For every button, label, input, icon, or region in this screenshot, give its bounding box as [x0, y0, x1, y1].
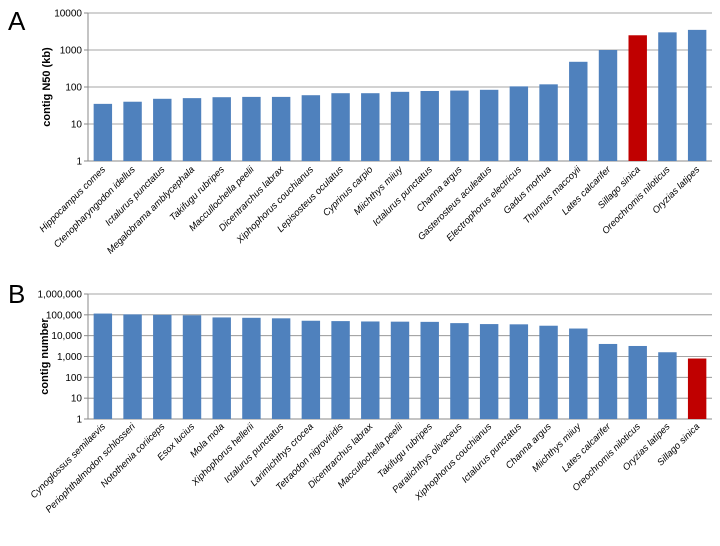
bar [153, 98, 172, 161]
bar [539, 84, 558, 161]
y-tick-label: 1000 [60, 46, 83, 57]
y-tick-label: 1 [76, 415, 82, 426]
bar [123, 314, 142, 419]
bar [687, 29, 707, 162]
bar [450, 323, 469, 419]
bar [361, 93, 380, 161]
bar [420, 321, 439, 419]
bar [93, 313, 113, 419]
y-tick-label: 1 [76, 157, 82, 168]
bar [301, 320, 321, 419]
bar [301, 95, 321, 161]
bar [390, 91, 410, 161]
panel-letter: B [8, 279, 25, 309]
y-tick-label: 10,000 [51, 331, 82, 342]
bar [509, 324, 529, 419]
bar [93, 103, 113, 161]
y-tick-label: 100,000 [46, 310, 83, 321]
bar [687, 358, 707, 419]
bar [182, 315, 202, 419]
y-axis-label: contig number [39, 318, 51, 395]
panel-b: B 1 10 100 1,000 10,000 100,000 1,000,000 contig… [8, 279, 712, 515]
y-tick-label: 10 [71, 120, 83, 131]
bar [182, 98, 202, 161]
y-axis-label: contig N50 (kb) [41, 47, 53, 127]
bar [212, 317, 231, 419]
y-tick-label: 10 [71, 394, 83, 405]
bar [479, 89, 499, 161]
y-tick-label: 100 [65, 83, 82, 94]
bar [271, 318, 291, 419]
bar [450, 90, 469, 161]
bar [331, 93, 350, 161]
bar [539, 325, 558, 419]
bar [628, 345, 647, 419]
y-tick-label: 100 [65, 373, 82, 384]
bar [598, 50, 618, 161]
bar [658, 32, 677, 161]
bar [479, 324, 499, 419]
bar [242, 96, 261, 161]
bar [331, 321, 350, 419]
bar [628, 35, 647, 162]
bar [569, 328, 588, 419]
bar [569, 61, 588, 161]
bar [271, 96, 291, 161]
y-tick-label: 1,000,000 [38, 290, 83, 301]
panel-letter: A [8, 6, 26, 36]
bar [390, 321, 410, 419]
bar [361, 321, 380, 419]
bar [658, 352, 677, 419]
bar [420, 90, 439, 161]
y-tick-label: 10000 [54, 9, 82, 20]
bar [212, 97, 231, 161]
bar [153, 314, 172, 419]
bar [509, 86, 529, 161]
bar [242, 317, 261, 419]
y-tick-label: 1,000 [57, 352, 82, 363]
bar [598, 343, 618, 419]
bar [123, 101, 142, 161]
